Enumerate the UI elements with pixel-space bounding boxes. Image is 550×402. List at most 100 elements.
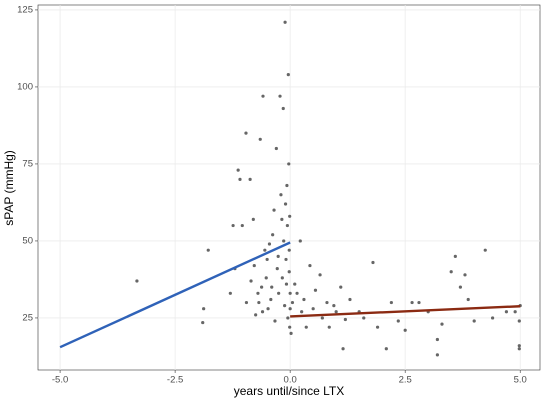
data-point [260, 310, 265, 314]
data-point [283, 304, 287, 308]
data-point [284, 282, 289, 286]
data-point [206, 248, 210, 252]
data-point [458, 285, 462, 289]
data-point [244, 131, 248, 135]
data-point [275, 267, 279, 271]
data-point [504, 310, 509, 314]
data-point [244, 300, 249, 305]
x-tick-label: 2.5 [399, 375, 412, 386]
data-point [300, 310, 304, 314]
data-point [466, 297, 470, 302]
data-point [236, 168, 240, 172]
y-tick-label: 50 [22, 235, 33, 246]
data-point [417, 300, 421, 305]
data-point [266, 307, 270, 311]
data-point [274, 146, 278, 151]
data-point [201, 320, 205, 325]
y-axis-title: sPAP (mmHg) [2, 150, 16, 226]
data-point [277, 291, 281, 295]
data-point [265, 257, 269, 262]
data-point [287, 248, 291, 252]
data-point [513, 310, 517, 314]
data-point [295, 291, 299, 295]
data-point [334, 310, 338, 314]
regression-line [290, 305, 521, 318]
data-point [304, 325, 308, 329]
data-point [286, 316, 290, 320]
data-point [281, 106, 285, 111]
data-point [263, 248, 267, 252]
x-axis-title: years until/since LTX [234, 384, 345, 398]
data-point [308, 263, 312, 268]
data-point [285, 183, 289, 188]
data-point [256, 291, 260, 295]
data-point [257, 300, 261, 305]
data-point [332, 304, 336, 308]
data-point [282, 239, 286, 243]
data-point [288, 214, 292, 218]
data-point [313, 288, 318, 292]
data-point [371, 260, 375, 265]
data-point [396, 319, 400, 323]
data-point [403, 328, 407, 332]
data-point [248, 177, 252, 181]
data-point [238, 177, 242, 181]
data-point [362, 316, 366, 320]
data-point [260, 285, 264, 289]
y-tick-label: 125 [17, 4, 33, 15]
data-point [389, 300, 393, 305]
data-point [302, 297, 306, 302]
data-point [343, 317, 347, 322]
y-tick-label: 100 [17, 81, 33, 92]
data-point [483, 248, 487, 252]
data-point [293, 282, 297, 286]
data-point [288, 291, 292, 295]
plot-panel [37, 4, 541, 371]
data-point [449, 270, 453, 274]
data-point [491, 316, 495, 320]
data-point [435, 353, 439, 357]
data-point [269, 297, 273, 302]
data-point [270, 285, 274, 289]
x-tick-label: 0.0 [284, 375, 297, 386]
data-point [325, 300, 329, 305]
data-point [271, 233, 275, 237]
data-point [410, 300, 414, 305]
data-point [320, 316, 324, 320]
data-point [228, 291, 232, 295]
data-point [249, 279, 253, 283]
data-point [240, 223, 244, 228]
data-point [384, 347, 388, 351]
data-point [278, 94, 282, 98]
data-point [517, 347, 521, 351]
y-tick-label: 75 [22, 158, 33, 169]
data-point [252, 263, 256, 268]
data-point [339, 285, 343, 289]
data-point [290, 300, 295, 305]
data-point [341, 347, 345, 351]
data-point [440, 322, 444, 326]
data-point [288, 325, 292, 329]
data-point [272, 208, 276, 212]
data-point [298, 239, 302, 243]
data-point [348, 297, 352, 302]
data-point [135, 279, 139, 283]
data-point [283, 20, 287, 24]
data-point [287, 270, 291, 274]
data-point [261, 94, 265, 98]
regression-line [59, 241, 291, 349]
x-tick-label: 5.0 [514, 375, 527, 386]
data-point [284, 257, 288, 262]
data-point [327, 325, 331, 329]
data-point [375, 325, 380, 329]
x-tick-label: -5.0 [52, 375, 68, 386]
data-point [251, 217, 255, 221]
data-point [318, 273, 322, 277]
data-point [463, 273, 467, 277]
data-point [517, 319, 521, 323]
data-point [273, 319, 277, 323]
data-point [472, 319, 476, 323]
data-point [254, 313, 258, 317]
data-point [258, 137, 262, 141]
